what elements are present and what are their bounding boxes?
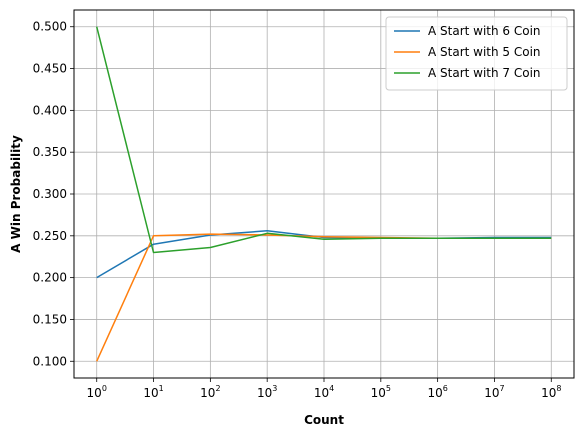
x-tick-exponent: 4	[329, 384, 334, 393]
legend-entry: A Start with 6 Coin	[428, 24, 541, 38]
x-tick-base: 10	[371, 386, 386, 400]
y-tick-label: 0.200	[33, 271, 67, 285]
x-tick-label: 102	[200, 384, 220, 400]
y-tick-label: 0.350	[33, 145, 67, 159]
x-tick-base: 10	[484, 386, 499, 400]
x-axis-label: Count	[304, 413, 344, 427]
x-tick-label: 100	[87, 384, 107, 400]
legend-entry: A Start with 5 Coin	[428, 45, 541, 59]
x-tick-exponent: 2	[215, 384, 220, 393]
x-tick-label: 104	[314, 384, 334, 400]
legend: A Start with 6 Coin A Start with 5 Coin A …	[385, 16, 568, 91]
x-tick-base: 10	[314, 386, 329, 400]
x-tick-base: 10	[143, 386, 158, 400]
y-tick-label: 0.250	[33, 229, 67, 243]
y-tick-label: 0.100	[33, 354, 67, 368]
x-tick-exponent: 6	[443, 384, 448, 393]
x-tick-base: 10	[427, 386, 442, 400]
x-tick-exponent: 0	[102, 384, 107, 393]
x-tick-base: 10	[200, 386, 215, 400]
legend-box	[385, 16, 568, 91]
x-tick-base: 10	[541, 386, 556, 400]
x-tick-exponent: 8	[556, 384, 561, 393]
series-lines	[95, 26, 552, 362]
x-tick-label: 107	[484, 384, 504, 400]
x-axis: 100 101 102 103 104 105 106 107 108	[87, 378, 561, 400]
x-tick-exponent: 5	[386, 384, 391, 393]
x-tick-label: 101	[143, 384, 163, 400]
x-tick-label: 103	[257, 384, 277, 400]
x-tick-exponent: 1	[159, 384, 164, 393]
x-tick-label: 108	[541, 384, 561, 400]
legend-entry: A Start with 7 Coin	[428, 66, 541, 80]
y-tick-label: 0.400	[33, 103, 67, 117]
series-line-3	[95, 26, 552, 254]
x-tick-label: 106	[427, 384, 447, 400]
x-tick-exponent: 7	[500, 384, 505, 393]
y-axis-label: A Win Probability	[9, 135, 23, 253]
x-tick-exponent: 3	[272, 384, 277, 393]
y-tick-label: 0.450	[33, 62, 67, 76]
x-tick-label: 105	[371, 384, 391, 400]
y-tick-label: 0.500	[33, 20, 67, 34]
y-axis: 0.100 0.150 0.200 0.250 0.300 0.350 0.400 0.450…	[33, 20, 74, 368]
x-tick-base: 10	[87, 386, 102, 400]
y-tick-label: 0.150	[33, 312, 67, 326]
x-tick-base: 10	[257, 386, 272, 400]
y-tick-label: 0.300	[33, 187, 67, 201]
